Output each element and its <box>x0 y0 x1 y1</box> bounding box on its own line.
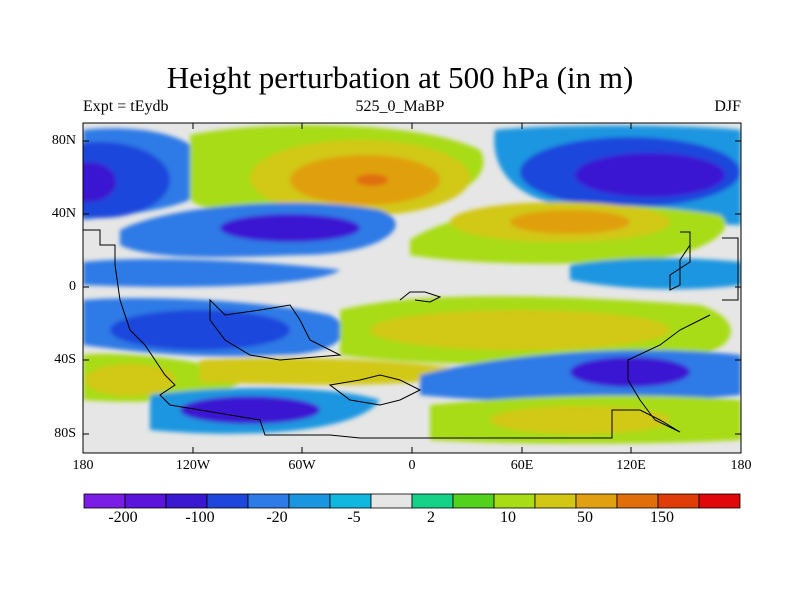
colorbar-swatch <box>698 493 741 509</box>
colorbar-swatch <box>534 493 577 509</box>
lon-label-60w: 60W <box>288 458 316 473</box>
colorbar-label: 2 <box>427 509 435 526</box>
axis-ticks <box>83 123 741 453</box>
sh-negative-polar-west-min <box>180 396 320 424</box>
sh-positive-band-core <box>370 310 670 350</box>
lon-label-0: 0 <box>408 458 416 473</box>
lon-label-120e: 120E <box>616 458 646 473</box>
plot-title: Height perturbation at 500 hPa (in m) <box>166 60 634 95</box>
nh-negative-subtropics-core <box>220 214 360 242</box>
lon-label-120w: 120W <box>175 458 211 473</box>
colorbar-label: -20 <box>266 509 288 526</box>
colorbar-swatch <box>657 493 700 509</box>
nh-negative-east-min <box>575 153 725 197</box>
colorbar-label: 150 <box>650 509 674 526</box>
lat-label-80n: 80N <box>51 133 76 148</box>
nh-positive-center-max <box>356 174 388 186</box>
sh-negative-east-min <box>570 357 690 387</box>
nh-negative-west-min <box>83 162 116 202</box>
colorbar-swatch <box>165 493 208 509</box>
colorbar-swatch <box>288 493 331 509</box>
colorbar-swatch <box>124 493 167 509</box>
colorbar-label: 10 <box>500 509 516 526</box>
colorbar-swatch <box>206 493 249 509</box>
colorbar-label: -100 <box>185 509 215 526</box>
period-label: 525_0_MaBP <box>355 98 445 115</box>
coastline-west-landmass <box>83 229 711 439</box>
lat-label-80s: 80S <box>54 426 76 441</box>
lat-label-0: 0 <box>69 279 76 294</box>
colorbar-label: 50 <box>577 509 593 526</box>
sh-positive-center <box>200 358 470 385</box>
sh-positive-polar-east-core <box>490 406 670 434</box>
trop-negative-west <box>83 259 340 287</box>
sh-negative-west-core <box>110 310 290 350</box>
lat-label-40n: 40N <box>51 206 76 221</box>
coastline-south-block <box>209 298 342 361</box>
colorbar-swatch <box>616 493 659 509</box>
colorbar-swatch <box>247 493 290 509</box>
colorbar-swatch <box>452 493 495 509</box>
lon-label-60e: 60E <box>510 458 534 473</box>
colorbar-swatch <box>370 493 413 509</box>
colorbar-swatch <box>329 493 372 509</box>
colorbar-label: -200 <box>108 509 138 526</box>
nh-positive-subtropics-max <box>510 210 630 234</box>
colorbar-swatch <box>575 493 618 509</box>
coastline-north-islands <box>399 291 442 303</box>
nh-negative-west-core <box>83 142 170 218</box>
colorbar-swatch <box>493 493 536 509</box>
experiment-label: Expt = tEydb <box>83 98 169 115</box>
colorbar <box>83 493 741 509</box>
season-label: DJF <box>714 98 741 115</box>
lat-label-40s: 40S <box>54 352 76 367</box>
coastline-east-edge <box>722 237 739 301</box>
coastline-south-fragment <box>328 374 422 406</box>
contour-field <box>83 123 741 453</box>
lon-label-180e: 180 <box>730 458 752 473</box>
colorbar-label: -5 <box>347 509 361 526</box>
coastlines <box>83 229 739 439</box>
coastline-east-strip <box>669 231 691 291</box>
trop-negative-east <box>570 258 741 290</box>
sh-positive-west-core <box>85 364 175 396</box>
colorbar-swatch <box>83 493 126 509</box>
colorbar-swatch <box>411 493 454 509</box>
lon-label-180w: 180 <box>72 458 94 473</box>
